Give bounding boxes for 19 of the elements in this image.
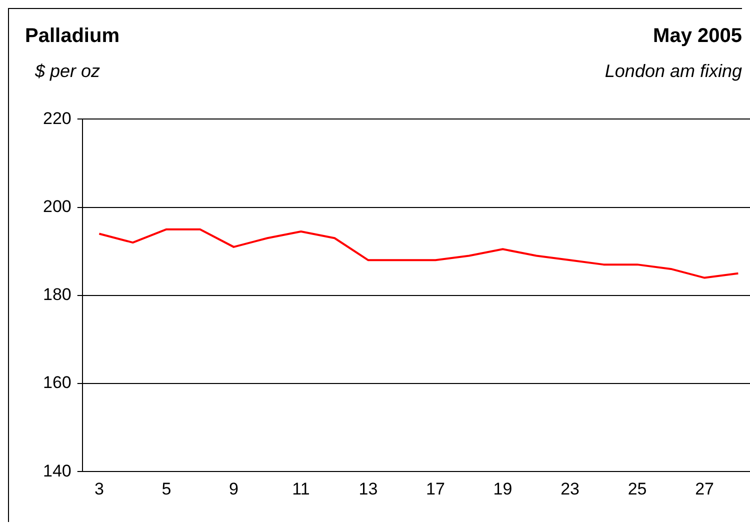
x-tick-label: 19 bbox=[493, 479, 512, 498]
y-tick-label: 180 bbox=[42, 285, 72, 304]
text: London am fixing bbox=[604, 61, 742, 82]
x-tick-label: 3 bbox=[94, 479, 104, 498]
chart-subtitle: May 2005 bbox=[653, 25, 742, 48]
y-tick-label: 160 bbox=[42, 373, 72, 392]
x-tick-label: 23 bbox=[560, 479, 580, 498]
x-tick-label: 13 bbox=[358, 479, 378, 498]
y-tick-label: 200 bbox=[42, 196, 72, 216]
x-tick-label: 11 bbox=[292, 479, 310, 498]
chart-title: Palladium bbox=[25, 25, 120, 48]
y-tick-label: 140 bbox=[42, 461, 72, 480]
x-tick-label: 9 bbox=[228, 479, 238, 498]
y-axis-title: $ per oz bbox=[35, 61, 100, 82]
x-tick-label: 25 bbox=[628, 479, 647, 498]
x-tick-label: 5 bbox=[162, 479, 172, 498]
x-tick-label: 27 bbox=[695, 479, 714, 498]
x-tick-label: 17 bbox=[426, 479, 445, 498]
y-tick-label: 220 bbox=[42, 108, 72, 128]
